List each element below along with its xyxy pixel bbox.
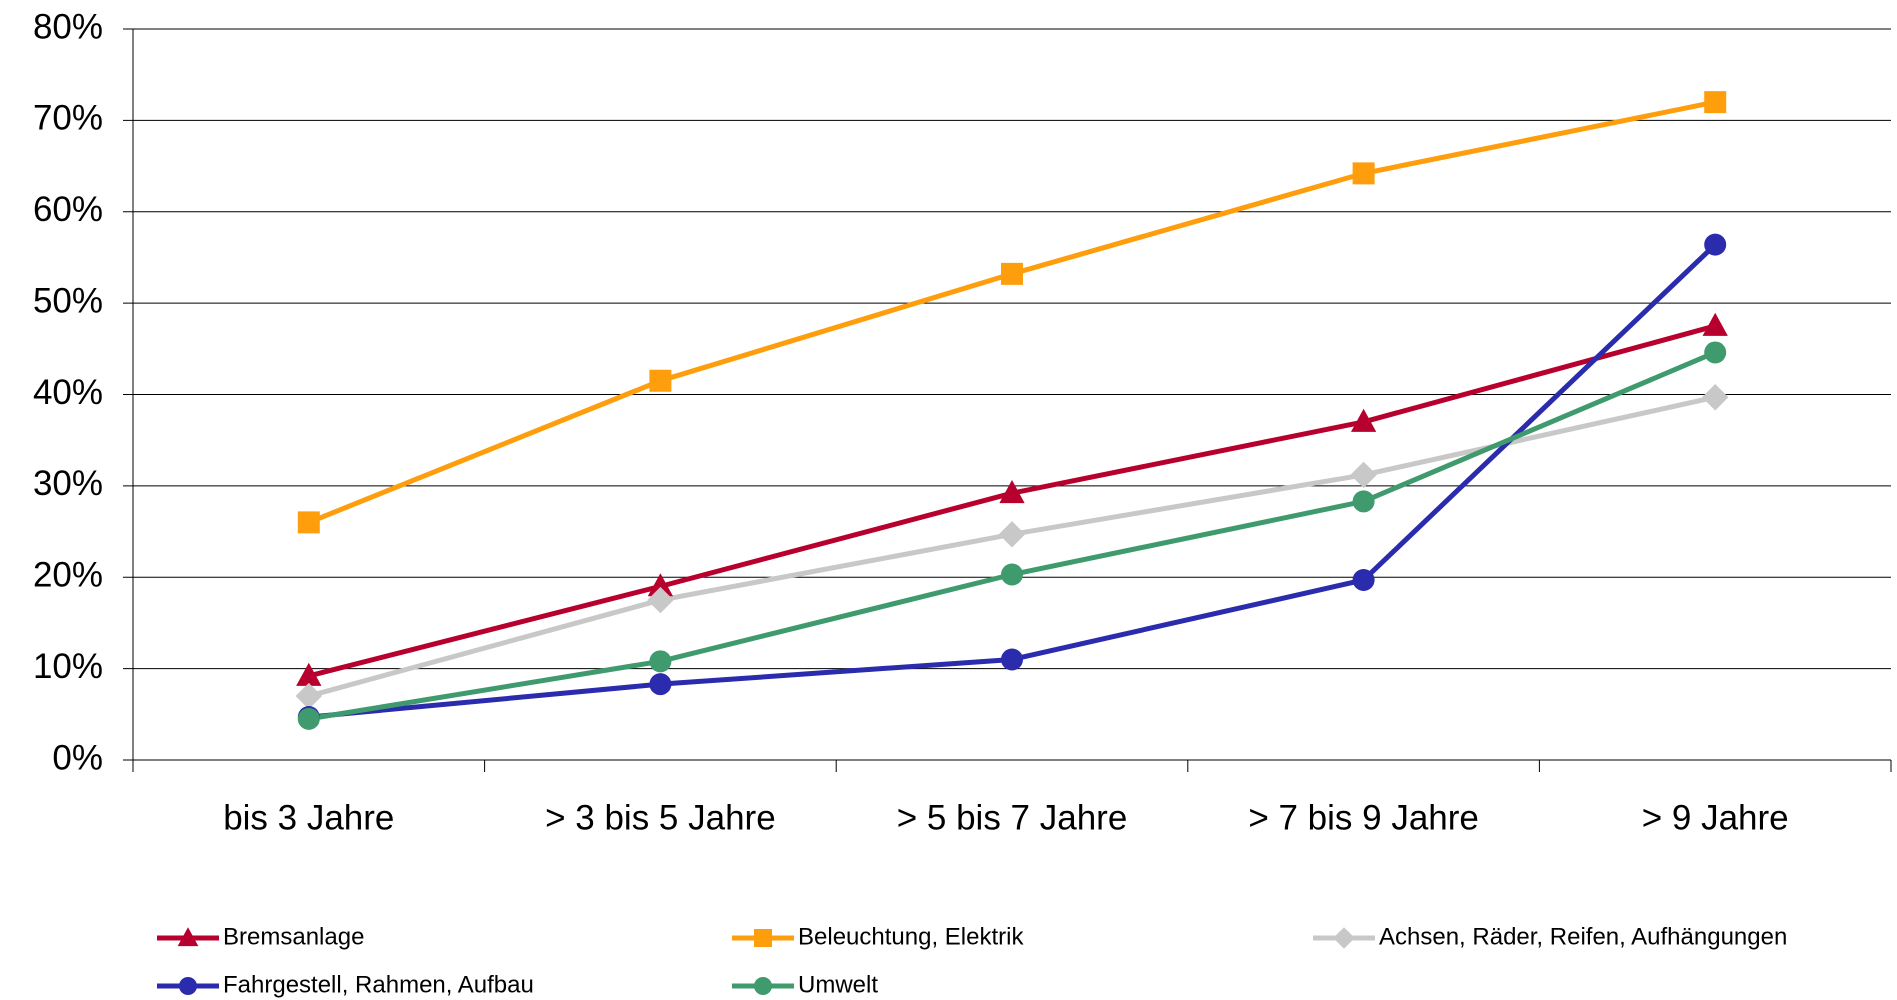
y-tick-label: 50%	[33, 281, 103, 320]
y-tick-label: 70%	[33, 99, 103, 138]
marker	[295, 682, 322, 710]
marker	[1001, 262, 1023, 285]
marker	[179, 977, 197, 995]
legend-label: Achsen, Räder, Reifen, Aufhängungen	[1379, 923, 1787, 950]
marker	[296, 662, 322, 686]
line	[307, 99, 1716, 525]
marker	[1350, 461, 1377, 489]
marker	[1704, 233, 1727, 256]
marker	[297, 707, 320, 730]
marker	[754, 977, 772, 995]
y-tick-label: 60%	[33, 190, 103, 229]
y-tick-label: 20%	[33, 556, 103, 595]
marker	[1001, 563, 1023, 586]
marker	[1704, 341, 1727, 364]
marker	[649, 650, 672, 673]
marker	[647, 586, 674, 614]
legend-label: Bremsanlage	[223, 923, 364, 950]
y-tick-label: 10%	[33, 647, 103, 686]
marker	[1702, 384, 1729, 411]
marker	[297, 511, 320, 534]
marker	[1333, 927, 1355, 949]
marker	[1352, 568, 1375, 591]
marker	[1350, 408, 1377, 432]
marker	[1352, 162, 1375, 185]
y-tick-label: 80%	[33, 7, 103, 46]
marker	[1001, 648, 1023, 671]
marker	[1702, 312, 1728, 336]
y-tick-label: 40%	[33, 373, 103, 412]
legend-label: Umwelt	[798, 971, 878, 998]
x-tick-label: > 3 bis 5 Jahre	[545, 798, 776, 837]
x-tick-label: bis 3 Jahre	[223, 798, 394, 837]
legend-label: Beleuchtung, Elektrik	[798, 923, 1024, 950]
marker	[649, 673, 672, 696]
marker	[999, 479, 1025, 504]
y-tick-label: 30%	[33, 464, 103, 503]
marker	[649, 369, 672, 392]
x-tick-label: > 5 bis 7 Jahre	[897, 798, 1128, 837]
marker	[647, 573, 674, 597]
marker	[998, 521, 1026, 548]
x-tick-label: > 7 bis 9 Jahre	[1248, 798, 1479, 837]
marker	[177, 927, 199, 947]
legend-label: Fahrgestell, Rahmen, Aufbau	[223, 971, 534, 998]
marker	[1704, 91, 1727, 114]
marker	[754, 929, 772, 947]
y-tick-label: 0%	[52, 738, 103, 777]
x-tick-label: > 9 Jahre	[1642, 798, 1789, 837]
marker	[1352, 490, 1375, 513]
